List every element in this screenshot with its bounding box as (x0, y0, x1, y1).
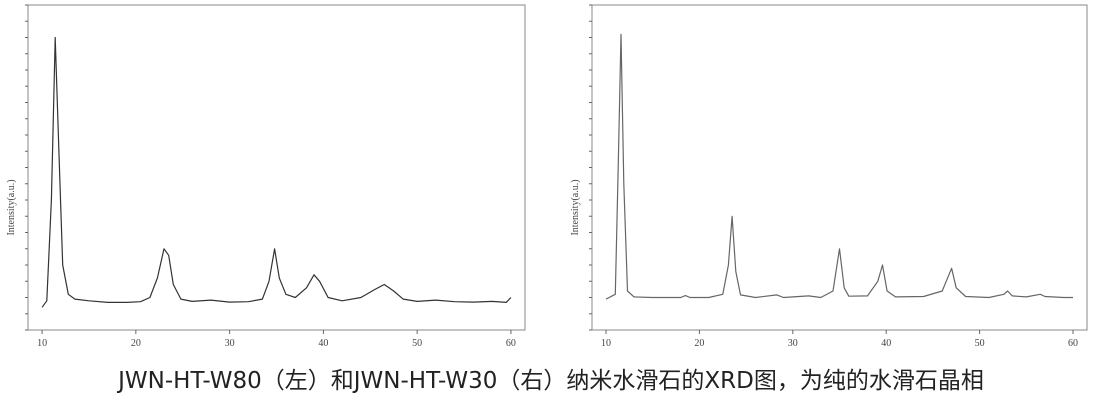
plot-frame (27, 4, 526, 331)
xrd-line (605, 33, 1073, 300)
x-tick-label: 30 (788, 338, 798, 349)
caption: JWN-HT-W80（左）和JWN-HT-W30（右）纳米水滑石的XRD图，为纯… (116, 368, 984, 394)
y-axis-label: Intensity(a.u.) (570, 179, 581, 235)
xrd-line (41, 36, 512, 308)
x-tick-label: 10 (37, 338, 47, 349)
x-tick-label: 40 (318, 338, 328, 349)
x-tick-label: 50 (412, 338, 422, 349)
x-tick-label: 50 (975, 338, 985, 349)
x-tick-label: 60 (1068, 338, 1078, 349)
x-tick-label: 20 (131, 338, 141, 349)
x-tick-label: 40 (881, 338, 891, 349)
x-tick-label: 10 (601, 338, 611, 349)
x-tick-label: 60 (506, 338, 516, 349)
y-axis-label: Intensity(a.u.) (6, 179, 17, 235)
plot-frame (591, 4, 1088, 331)
x-tick-label: 20 (694, 338, 704, 349)
x-tick-label: 30 (225, 338, 235, 349)
